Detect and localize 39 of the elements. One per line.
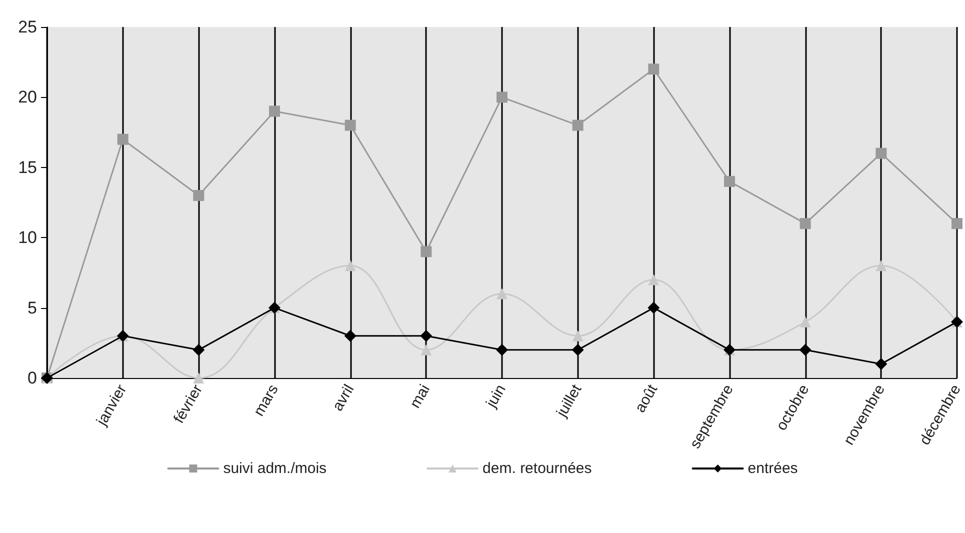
y-tick-label: 10 xyxy=(18,228,37,248)
point xyxy=(875,358,888,370)
y-tick-label: 15 xyxy=(18,158,37,177)
legend-label: dem. retournées xyxy=(482,460,592,477)
point xyxy=(496,92,508,103)
point xyxy=(193,190,204,201)
point xyxy=(344,330,356,342)
point xyxy=(344,260,356,272)
point xyxy=(572,120,584,131)
point xyxy=(800,316,811,328)
point xyxy=(572,330,584,342)
point xyxy=(648,302,660,314)
point xyxy=(876,260,887,272)
point xyxy=(799,344,812,356)
y-tick-label: 5 xyxy=(28,298,37,318)
point xyxy=(876,148,887,159)
legend-label: entrées xyxy=(748,460,798,477)
x-tick-label: juin xyxy=(482,382,510,412)
point xyxy=(724,176,736,187)
point xyxy=(648,274,660,286)
y-tick-label: 0 xyxy=(28,368,37,388)
point xyxy=(344,120,356,131)
point xyxy=(496,344,508,356)
point xyxy=(420,330,432,342)
point xyxy=(193,372,204,384)
point xyxy=(117,134,128,145)
x-tick-label: mai xyxy=(406,382,434,412)
legend-label: suivi adm./mois xyxy=(223,460,327,477)
y-tick-label: 25 xyxy=(18,18,37,36)
point xyxy=(952,218,963,230)
point xyxy=(269,106,280,117)
point xyxy=(420,246,432,258)
point xyxy=(648,64,660,75)
point xyxy=(192,344,205,356)
point xyxy=(800,218,811,230)
point xyxy=(572,344,584,356)
y-tick-label: 20 xyxy=(18,88,37,107)
point xyxy=(496,288,508,300)
point xyxy=(420,344,432,356)
